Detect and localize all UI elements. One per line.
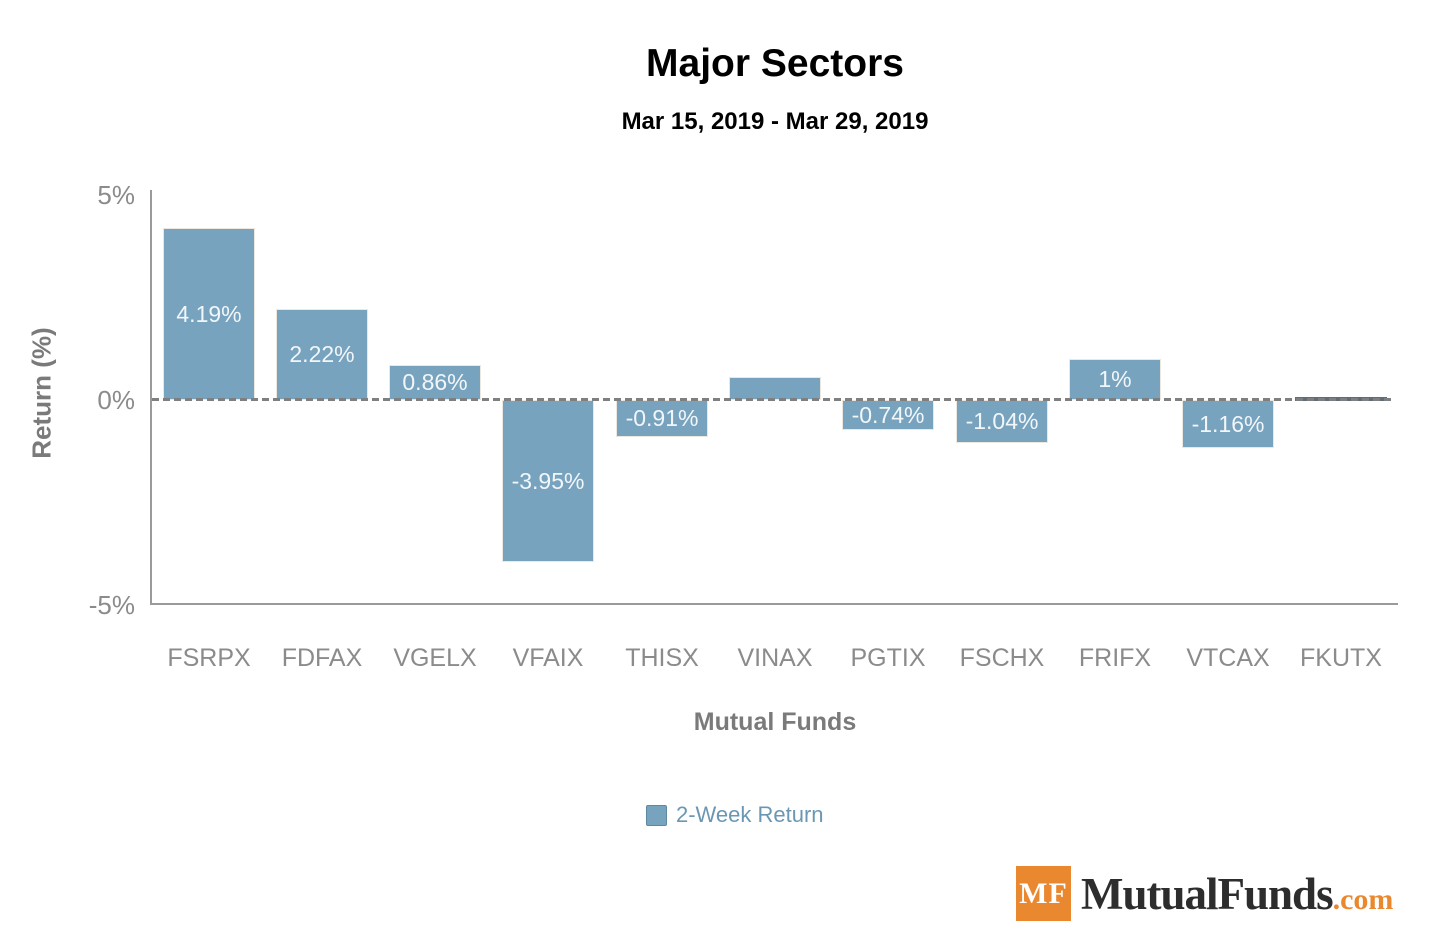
logo-text: MutualFunds: [1081, 868, 1334, 919]
x-axis-tick-frifx: FRIFX: [1078, 644, 1152, 672]
logo-wordmark: MutualFunds.com: [1081, 868, 1393, 920]
x-axis-tick-vinax: VINAX: [737, 644, 813, 672]
x-axis-tick-fdfax: FDFAX: [281, 644, 363, 672]
y-axis-label: Return (%): [26, 327, 57, 459]
x-axis-tick-vtcax: VTCAX: [1186, 644, 1270, 672]
x-axis-tick-fkutx: FKUTX: [1300, 644, 1382, 672]
bar-value-label: -3.95%: [511, 467, 585, 494]
legend-label: 2-Week Return: [676, 802, 824, 827]
bar-value-label: 4.19%: [176, 300, 242, 327]
x-axis-tick-vfaix: VFAIX: [512, 644, 584, 672]
mutualfunds-logo[interactable]: MF MutualFunds.com: [1016, 866, 1393, 921]
bar-value-label: 2.22%: [289, 341, 355, 367]
bar-frifx[interactable]: [1069, 359, 1161, 400]
bar-value-label: 0.86%: [402, 369, 468, 395]
bar-fdfax[interactable]: [276, 309, 368, 400]
page-subtitle: Mar 15, 2019 - Mar 29, 2019: [621, 108, 929, 135]
logo-mark-icon: MF: [1016, 866, 1071, 921]
x-axis-tick-thisx: THISX: [625, 644, 699, 672]
bar-value-label: -1.04%: [965, 408, 1039, 434]
x-axis-tick-vgelx: VGELX: [393, 644, 477, 672]
logo-suffix: .com: [1332, 882, 1394, 916]
legend-swatch-icon: [646, 804, 667, 826]
bar-fsrpx[interactable]: [163, 228, 255, 400]
bar-value-label: -0.74%: [851, 401, 925, 428]
bar-vgelx[interactable]: [389, 365, 481, 400]
bar-fschx[interactable]: [956, 400, 1048, 443]
x-axis-tick-fschx: FSCHX: [959, 644, 1045, 672]
y-axis-tick: -5%: [88, 590, 135, 620]
bar-value-label: 1%: [1098, 366, 1132, 392]
x-axis-tick-pgtix: PGTIX: [850, 644, 926, 672]
y-axis-tick: 0%: [97, 385, 135, 415]
x-axis-tick-fsrpx: FSRPX: [167, 644, 251, 672]
x-axis-line: [150, 603, 1398, 605]
logo-initials: MF: [1019, 876, 1068, 910]
bar-vinax[interactable]: [729, 377, 821, 400]
x-axis-label: Mutual Funds: [693, 708, 857, 736]
legend-item[interactable]: 2-Week Return: [646, 802, 824, 828]
zero-line: [152, 398, 1395, 401]
y-axis-tick: 5%: [97, 180, 135, 210]
page-title: Major Sectors: [646, 42, 904, 85]
y-axis-line: [150, 190, 152, 605]
bar-value-label: -0.91%: [625, 405, 699, 431]
bar-value-label: -1.16%: [1191, 410, 1265, 437]
bar-vfaix[interactable]: [502, 400, 594, 562]
